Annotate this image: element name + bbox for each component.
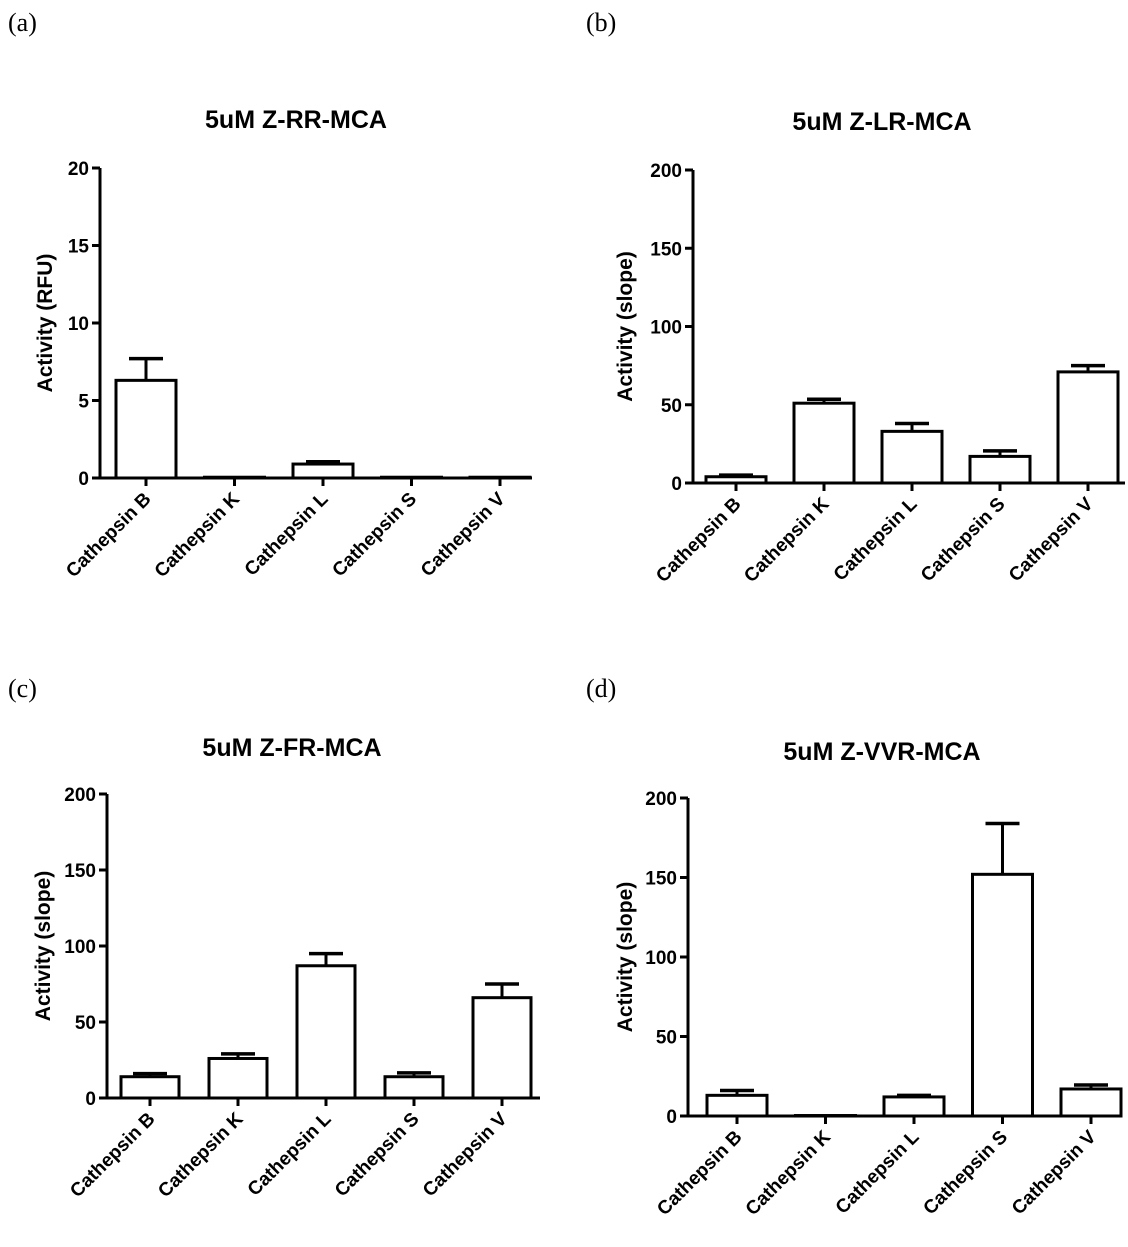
chart-4-category-label: Cathepsin L	[832, 1126, 924, 1218]
chart-2-y-tick-label: 150	[650, 239, 682, 260]
chart-1-y-tick-label: 20	[68, 159, 89, 180]
chart-2-bar	[792, 401, 856, 485]
chart-1-bar	[468, 475, 532, 480]
chart-1-y-tick-label: 10	[68, 314, 89, 335]
chart-2-category-label: Cathepsin K	[740, 493, 833, 586]
chart-2-bar	[1056, 370, 1120, 485]
chart-4-category-label: Cathepsin V	[1008, 1126, 1101, 1219]
chart-3-category-label: Cathepsin B	[66, 1109, 159, 1202]
chart-2-y-tick-label: 0	[671, 474, 682, 495]
chart-3-category-label: Cathepsin S	[331, 1109, 423, 1201]
chart-4-y-tick-label: 200	[645, 789, 677, 810]
panel-letter-b: (b)	[586, 8, 617, 37]
chart-4-bar	[705, 1093, 769, 1118]
chart-3-y-tick-label: 200	[64, 785, 96, 806]
chart-2-y-axis-label: Activity (slope)	[614, 251, 637, 402]
chart-3-category-label: Cathepsin K	[154, 1108, 247, 1201]
chart-3-bar	[207, 1056, 269, 1100]
chart-3-y-tick-label: 150	[64, 861, 96, 882]
chart-2-category-label: Cathepsin S	[917, 494, 1009, 586]
chart-3-y-tick-label: 0	[85, 1089, 96, 1110]
chart-4-y-tick-label: 50	[656, 1028, 677, 1049]
chart-2-bar	[880, 429, 944, 485]
chart-2-title: 5uM Z-LR-MCA	[792, 108, 971, 136]
chart-4-y-tick-label: 0	[666, 1107, 677, 1128]
chart-3-bar	[295, 964, 357, 1100]
chart-2-bar	[968, 454, 1032, 485]
chart-4-bar	[971, 872, 1034, 1118]
chart-3-category-label: Cathepsin V	[419, 1108, 512, 1201]
chart-1-category-label: Cathepsin S	[329, 489, 421, 581]
chart-3-title: 5uM Z-FR-MCA	[202, 734, 381, 762]
chart-3-bar	[383, 1075, 445, 1100]
chart-1-bar	[380, 475, 443, 480]
chart-4-bar	[882, 1095, 946, 1118]
chart-4-y-tick-label: 150	[645, 869, 677, 890]
chart-1-category-label: Cathepsin V	[417, 488, 510, 581]
chart-3-y-tick-label: 50	[75, 1013, 96, 1034]
panel-letter-c: (c)	[8, 674, 37, 703]
chart-4-bar	[1059, 1087, 1123, 1118]
chart-1-category-label: Cathepsin K	[151, 488, 244, 581]
chart-2-bar	[704, 475, 768, 485]
chart-1-y-axis-label: Activity (RFU)	[34, 254, 57, 393]
chart-1-bar	[114, 378, 178, 480]
chart-1-bar	[203, 475, 266, 480]
panel-letter-a: (a)	[8, 8, 37, 37]
chart-2-y-tick-label: 50	[661, 396, 682, 417]
chart-4-y-axis-label: Activity (slope)	[614, 882, 637, 1033]
chart-3-y-tick-label: 100	[64, 937, 96, 958]
chart-2-category-label: Cathepsin L	[830, 493, 922, 585]
panel-letter-d: (d)	[586, 674, 617, 703]
chart-1-y-tick-label: 0	[78, 469, 89, 490]
chart-2-category-label: Cathepsin B	[652, 494, 745, 587]
chart-2-y-tick-label: 100	[650, 318, 682, 339]
chart-1-title: 5uM Z-RR-MCA	[205, 106, 387, 134]
chart-3-bar	[471, 996, 533, 1100]
chart-1-y-tick-label: 15	[68, 237, 90, 258]
chart-4-title: 5uM Z-VVR-MCA	[783, 738, 980, 766]
chart-1-category-label: Cathepsin L	[241, 488, 333, 580]
chart-1-category-label: Cathepsin B	[62, 489, 155, 582]
chart-4-y-tick-label: 100	[645, 948, 677, 969]
chart-3-y-axis-label: Activity (slope)	[32, 871, 55, 1022]
chart-4-category-label: Cathepsin S	[920, 1127, 1012, 1219]
chart-2-y-tick-label: 200	[650, 161, 682, 182]
chart-4-category-label: Cathepsin K	[742, 1126, 835, 1219]
chart-1-y-tick-label: 5	[78, 392, 89, 413]
chart-3-category-label: Cathepsin L	[244, 1108, 336, 1200]
chart-3-bar	[119, 1075, 181, 1100]
chart-4-category-label: Cathepsin B	[653, 1127, 746, 1220]
chart-2-category-label: Cathepsin V	[1005, 493, 1098, 586]
chart-4-bar	[794, 1114, 857, 1118]
chart-1-bar	[291, 462, 355, 480]
